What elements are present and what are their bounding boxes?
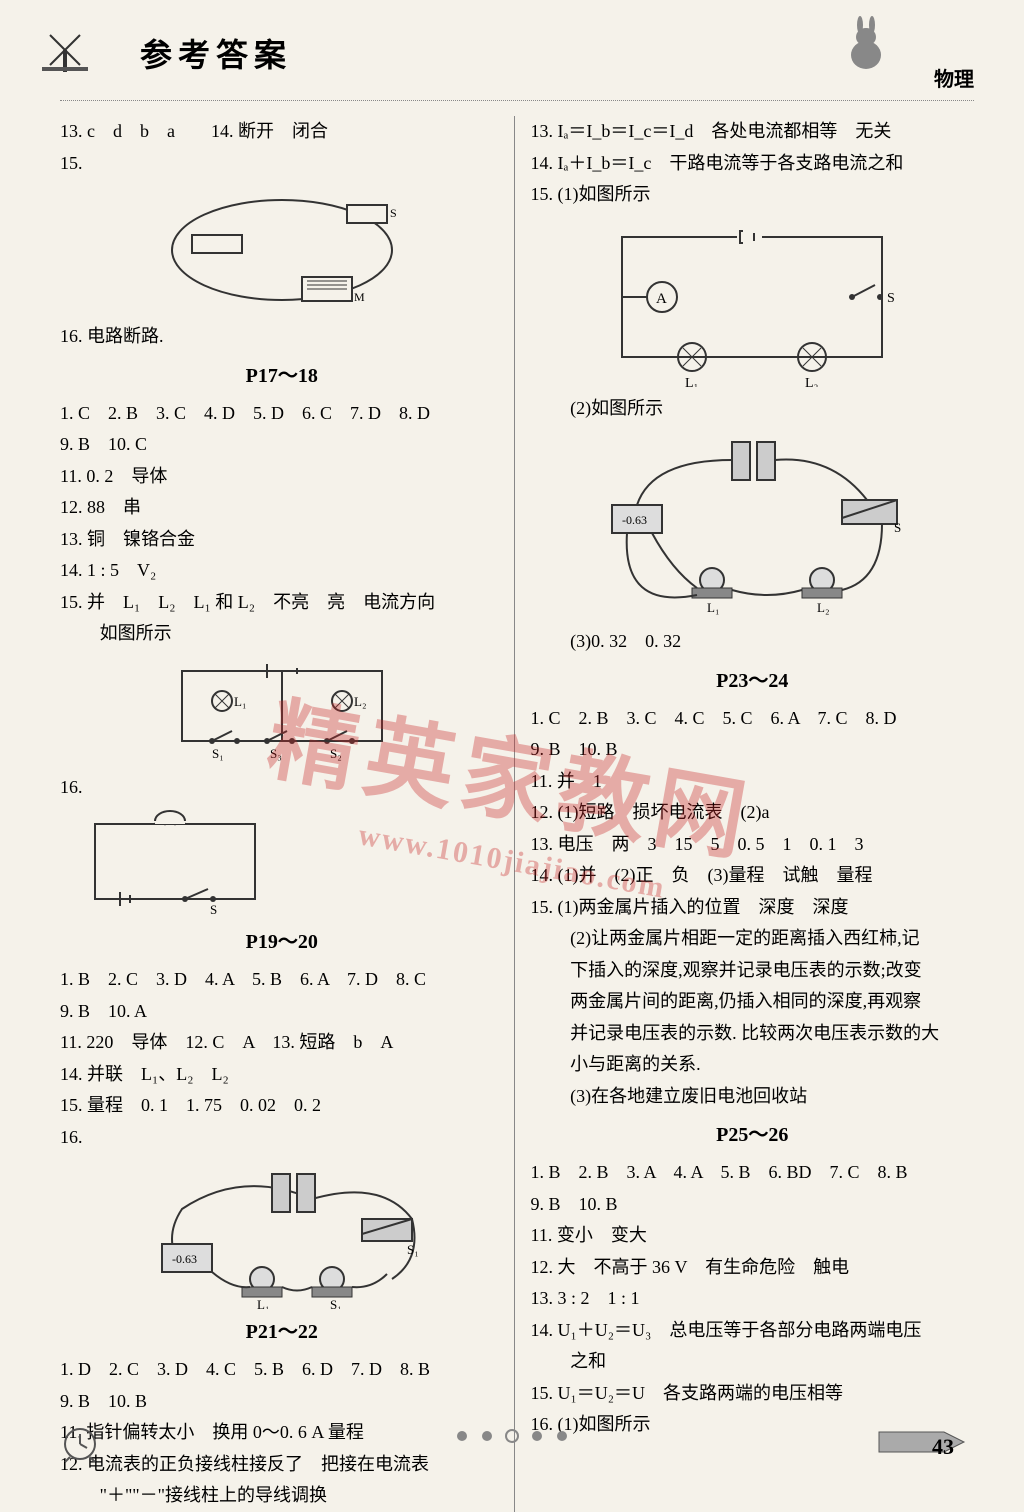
answer-line: 13. 铜 镍铬合金 bbox=[60, 524, 504, 556]
svg-text:S₂: S₂ bbox=[330, 746, 342, 761]
circuit-diagram: S bbox=[80, 809, 280, 919]
answer-line: (2)如图所示 bbox=[531, 393, 975, 425]
header-title: 参考答案 bbox=[140, 30, 292, 76]
answer-line: 12. (1)短路 损坏电流表 (2)a bbox=[531, 797, 975, 829]
section-title: P17～18 bbox=[60, 359, 504, 394]
answer-line: 14. (1)并 (2)正 负 (3)量程 试触 量程 bbox=[531, 860, 975, 892]
answer-line: 15. (1)两金属片插入的位置 深度 深度 bbox=[531, 892, 975, 924]
svg-text:L₁: L₁ bbox=[257, 1297, 269, 1309]
answer-line: 14. 并联 L₁、L₂ L₂ bbox=[60, 1059, 504, 1091]
page-footer: 43 bbox=[0, 1422, 1024, 1472]
answer-line: 16. bbox=[60, 772, 504, 804]
svg-text:S₁: S₁ bbox=[212, 746, 224, 761]
answer-line: "＋""－"接线柱上的导线调换 bbox=[60, 1480, 504, 1512]
page: 参考答案 物理 13. c d b a 14. 断开 闭合 15. S M bbox=[0, 0, 1024, 1487]
answer-line: 16. 电路断路. bbox=[60, 321, 504, 353]
circuit-diagram: -0.63 S L₁ L₂ bbox=[582, 430, 922, 620]
svg-text:S: S bbox=[390, 206, 397, 220]
svg-text:S₁: S₁ bbox=[407, 1242, 419, 1257]
answer-line: 13. 3 : 2 1 : 1 bbox=[531, 1283, 975, 1315]
circuit-diagram: L₁ L₂ S₁ S₃ S₂ bbox=[152, 656, 412, 766]
answer-line: 1. B 2. B 3. A 4. A 5. B 6. BD 7. C 8. B bbox=[531, 1157, 975, 1189]
answer-line: 11. 220 导体 12. C A 13. 短路 b A bbox=[60, 1027, 504, 1059]
answer-line: 15. 并 L₁ L₂ L₁ 和 L₂ 不亮 亮 电流方向 bbox=[60, 587, 504, 619]
left-column: 13. c d b a 14. 断开 闭合 15. S M 16. 电路断路. … bbox=[60, 116, 514, 1512]
answer-line: 15. bbox=[60, 148, 504, 180]
clock-icon bbox=[60, 1424, 100, 1464]
svg-text:S: S bbox=[894, 520, 901, 535]
svg-text:A: A bbox=[656, 291, 667, 307]
svg-text:-0.63: -0.63 bbox=[622, 513, 647, 527]
circuit-diagram: A S L₁ L₂ bbox=[592, 217, 912, 387]
answer-line: 两金属片间的距离,仍插入相同的深度,再观察 bbox=[531, 986, 975, 1018]
content-columns: 13. c d b a 14. 断开 闭合 15. S M 16. 电路断路. … bbox=[60, 116, 974, 1512]
circuit-diagram: -0.63 S₁ L₁ S₁ bbox=[132, 1159, 432, 1309]
answer-line: (3)在各地建立废旧电池回收站 bbox=[531, 1081, 975, 1113]
answer-line: 9. B 10. B bbox=[531, 734, 975, 766]
answer-line: 14. 1 : 5 V₂ bbox=[60, 555, 504, 587]
section-title: P25～26 bbox=[531, 1118, 975, 1153]
answer-line: 9. B 10. B bbox=[60, 1386, 504, 1418]
answer-line: (3)0. 32 0. 32 bbox=[531, 626, 975, 658]
svg-text:L₁: L₁ bbox=[707, 600, 719, 615]
svg-text:S: S bbox=[887, 291, 895, 306]
svg-text:L₁: L₁ bbox=[685, 376, 698, 387]
page-number: 43 bbox=[932, 1434, 954, 1460]
answer-line: 15. U₁＝U₂＝U 各支路两端的电压相等 bbox=[531, 1378, 975, 1410]
rabbit-icon bbox=[839, 15, 894, 75]
svg-text:S₁: S₁ bbox=[330, 1297, 342, 1309]
answer-line: 小与距离的关系. bbox=[531, 1049, 975, 1081]
answer-line: 下插入的深度,观察并记录电压表的示数;改变 bbox=[531, 955, 975, 987]
windmill-icon bbox=[40, 25, 90, 75]
answer-line: 11. 并 1 bbox=[531, 766, 975, 798]
answer-line: 14. Iₐ＋I_b＝I_c 干路电流等于各支路电流之和 bbox=[531, 148, 975, 180]
answer-line: 1. C 2. B 3. C 4. C 5. C 6. A 7. C 8. D bbox=[531, 703, 975, 735]
answer-line: 之和 bbox=[531, 1346, 975, 1378]
answer-line: 并记录电压表的示数. 比较两次电压表示数的大 bbox=[531, 1018, 975, 1050]
answer-line: 15. (1)如图所示 bbox=[531, 179, 975, 211]
svg-text:L₁: L₁ bbox=[234, 694, 246, 709]
svg-text:-0.63: -0.63 bbox=[172, 1252, 197, 1266]
answer-line: 1. D 2. C 3. D 4. C 5. B 6. D 7. D 8. B bbox=[60, 1354, 504, 1386]
answer-line: 1. B 2. C 3. D 4. A 5. B 6. A 7. D 8. C bbox=[60, 964, 504, 996]
answer-line: 12. 大 不高于 36 V 有生命危险 触电 bbox=[531, 1252, 975, 1284]
svg-text:S₃: S₃ bbox=[270, 746, 282, 761]
answer-line: 13. 电压 两 3 15 5 0. 5 1 0. 1 3 bbox=[531, 829, 975, 861]
answer-line: 14. U₁＋U₂＝U₃ 总电压等于各部分电路两端电压 bbox=[531, 1315, 975, 1347]
answer-line: 9. B 10. C bbox=[60, 429, 504, 461]
section-title: P23～24 bbox=[531, 664, 975, 699]
answer-line: 15. 量程 0. 1 1. 75 0. 02 0. 2 bbox=[60, 1090, 504, 1122]
page-header: 参考答案 物理 bbox=[60, 20, 974, 101]
answer-line: 1. C 2. B 3. C 4. D 5. D 6. C 7. D 8. D bbox=[60, 398, 504, 430]
section-title: P19～20 bbox=[60, 925, 504, 960]
right-column: 13. Iₐ＝I_b＝I_c＝I_d 各处电流都相等 无关 14. Iₐ＋I_b… bbox=[514, 116, 975, 1512]
answer-line: 12. 88 串 bbox=[60, 492, 504, 524]
answer-line: 如图所示 bbox=[60, 618, 504, 650]
answer-line: 9. B 10. B bbox=[531, 1189, 975, 1221]
answer-line: 13. Iₐ＝I_b＝I_c＝I_d 各处电流都相等 无关 bbox=[531, 116, 975, 148]
answer-line: 11. 变小 变大 bbox=[531, 1220, 975, 1252]
page-arrow-icon bbox=[874, 1422, 974, 1462]
svg-text:L₂: L₂ bbox=[817, 600, 829, 615]
answer-line: (2)让两金属片相距一定的距离插入西红柿,记 bbox=[531, 923, 975, 955]
subject-tag: 物理 bbox=[934, 63, 974, 92]
svg-text:L₂: L₂ bbox=[354, 694, 366, 709]
answer-line: 11. 0. 2 导体 bbox=[60, 461, 504, 493]
svg-text:M: M bbox=[354, 290, 365, 304]
svg-text:L₂: L₂ bbox=[805, 376, 819, 387]
section-title: P21～22 bbox=[60, 1315, 504, 1350]
answer-line: 9. B 10. A bbox=[60, 996, 504, 1028]
answer-line: 13. c d b a 14. 断开 闭合 bbox=[60, 116, 504, 148]
dots-icon bbox=[452, 1428, 572, 1444]
answer-line: 16. bbox=[60, 1122, 504, 1154]
svg-text:S: S bbox=[210, 902, 217, 917]
circuit-diagram: S M bbox=[152, 185, 412, 315]
